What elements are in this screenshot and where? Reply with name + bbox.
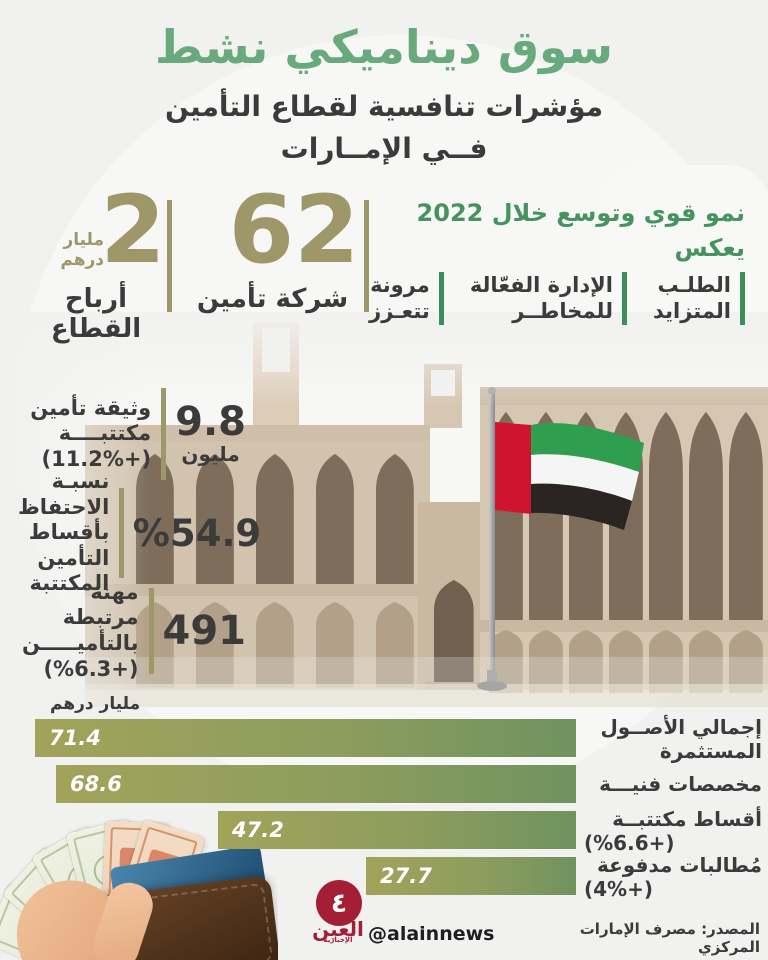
bar-technical-provisions: 68.6	[56, 765, 576, 803]
alain-logo-glyph: ٤	[330, 887, 348, 919]
stat-profits-value: 2	[100, 176, 166, 285]
bar-value: 47.2	[232, 818, 284, 842]
green-bar-accent	[438, 272, 444, 325]
stat-policies-unit: مليون	[181, 442, 240, 466]
alain-logo[interactable]: ٤	[316, 880, 362, 926]
source-credit: المصدر: مصرف الإمارات المركزي	[579, 920, 760, 956]
stat-companies-value: 62	[228, 176, 360, 285]
growth-item-resilience: مرونة تتعـزز	[369, 272, 444, 325]
bar-value: 27.7	[380, 864, 432, 888]
stat-policies: وثيقة تأمين مكتتبــــة (11.2%+) 9.8 مليو…	[18, 388, 246, 480]
page-title: سوق ديناميكي نشط	[154, 20, 614, 74]
olive-bar-accent	[148, 588, 154, 674]
olive-bar-accent	[119, 488, 124, 578]
stat-retention: نسبـة الاحتفاظ بأقساط التأمين المكتتبة %…	[18, 468, 262, 596]
green-bar-accent	[740, 272, 745, 325]
bar-label-paid-claims: مُطالبات مدفوعة (4%+)	[584, 853, 762, 901]
bar-label-written-premiums: أقساط مكتتبــة (%6.6+)	[584, 807, 762, 855]
growth-item-risk-management: الإدارة الفعّالة للمخاطــر	[470, 272, 627, 325]
growth-item-demand: الطلـب المتزايد	[653, 272, 745, 325]
bar-value: 71.4	[49, 726, 101, 750]
alain-logo-wordmark: العين الإخبارية	[312, 917, 364, 944]
stat-divider	[167, 200, 172, 312]
social-handle[interactable]: @alainnews	[368, 923, 495, 945]
bar-paid-claims: 27.7	[366, 857, 576, 895]
olive-bar-accent	[161, 388, 167, 480]
stat-policies-value: 9.8	[175, 399, 246, 445]
stat-professions-change: (%6.3+)	[43, 656, 139, 681]
stat-divider	[364, 200, 369, 312]
stat-retention-value: %54.9	[132, 511, 262, 555]
bar-invested-assets: 71.4	[35, 719, 576, 757]
stat-profits-unit: مليار درهم	[60, 230, 104, 271]
subtitle-line1: مؤشرات تنافسية لقطاع التأمين	[164, 90, 604, 123]
central-bank-building-illustration	[0, 312, 768, 707]
stat-companies-label: شركة تأمين	[196, 284, 349, 314]
bar-label-invested-assets: إجمالي الأصــول المستثمرة	[600, 715, 762, 763]
bar-written-premiums: 47.2	[218, 811, 576, 849]
plaza-ground	[85, 684, 768, 707]
uae-flag	[477, 387, 644, 691]
growth-items: الطلـب المتزايد الإدارة الفعّالة للمخاطـ…	[369, 272, 745, 325]
growth-heading: نمو قوي وتوسع خلال 2022 يعكس	[416, 199, 745, 262]
bar-value: 68.6	[70, 772, 122, 796]
subtitle-line2: فــي الإمــارات	[280, 132, 488, 165]
stat-profits-label: أرباح القطاع	[50, 284, 142, 344]
stat-professions-value: 491	[162, 608, 247, 654]
stat-policies-change: (11.2%+)	[41, 446, 152, 471]
green-bar-accent	[621, 272, 627, 325]
bar-label-technical-provisions: مخصصات فنيـــة	[599, 772, 762, 796]
chart-unit-label: مليار درهم	[50, 694, 141, 714]
stat-professions: مهنة مرتبطة بالتأميـــــن (%6.3+) 491	[22, 579, 247, 681]
